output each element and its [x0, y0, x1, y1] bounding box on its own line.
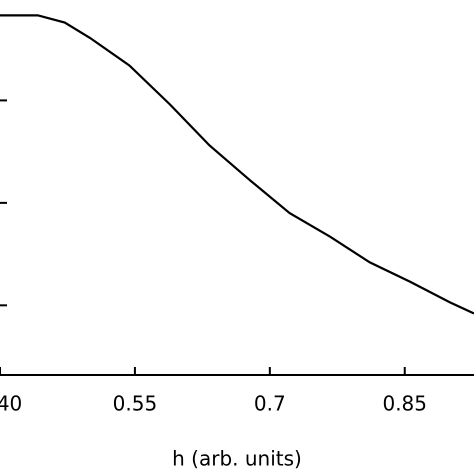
x-tick-label: 0.7 [254, 392, 286, 416]
x-axis-label: h (arb. units) [172, 447, 302, 471]
line [0, 14, 474, 315]
x-tick-label: 0.55 [113, 392, 158, 416]
x-tick-label: 0.40 [0, 392, 22, 416]
x-tick-label: 0.85 [382, 392, 427, 416]
